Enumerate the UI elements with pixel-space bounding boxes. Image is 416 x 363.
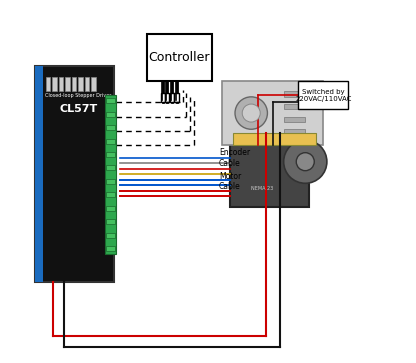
Bar	[165, 93, 169, 102]
Circle shape	[242, 104, 260, 122]
Bar	[230, 117, 309, 207]
Bar	[35, 66, 114, 282]
Bar	[106, 219, 115, 224]
Bar	[106, 233, 115, 238]
Bar	[223, 81, 323, 146]
Bar	[284, 104, 305, 110]
Bar	[170, 93, 174, 102]
Bar	[52, 77, 57, 91]
Text: Controller: Controller	[149, 51, 210, 64]
Bar	[78, 77, 83, 91]
Bar	[106, 166, 115, 171]
Bar	[46, 77, 50, 91]
Bar	[59, 77, 63, 91]
Text: CL57T: CL57T	[59, 105, 97, 114]
Bar	[85, 77, 89, 91]
Bar	[105, 95, 116, 253]
Bar	[106, 206, 115, 211]
Bar	[106, 125, 115, 130]
Text: Encoder
Cable: Encoder Cable	[219, 148, 250, 168]
Bar	[106, 139, 115, 144]
Bar	[284, 91, 305, 97]
Bar	[106, 179, 115, 184]
Bar	[91, 77, 96, 91]
Text: Closed-loop Stepper Driver: Closed-loop Stepper Driver	[45, 93, 111, 98]
Text: Motor
Cable: Motor Cable	[219, 172, 241, 191]
Bar	[106, 112, 115, 117]
Bar	[233, 133, 316, 146]
Circle shape	[296, 153, 314, 171]
Bar	[298, 81, 349, 110]
Bar	[174, 93, 179, 102]
Bar	[35, 66, 43, 282]
Bar	[106, 98, 115, 103]
Bar	[72, 77, 76, 91]
Text: Switched by
220VAC/110VAC: Switched by 220VAC/110VAC	[295, 89, 352, 102]
Bar	[106, 246, 115, 251]
Circle shape	[235, 97, 267, 129]
Bar	[147, 34, 212, 81]
Bar	[106, 152, 115, 157]
Text: NEMA 23: NEMA 23	[251, 186, 273, 191]
Circle shape	[284, 140, 327, 183]
Bar	[65, 77, 69, 91]
Bar	[284, 129, 305, 135]
Bar	[106, 192, 115, 197]
Bar	[161, 93, 165, 102]
Bar	[284, 117, 305, 122]
Circle shape	[312, 155, 324, 168]
